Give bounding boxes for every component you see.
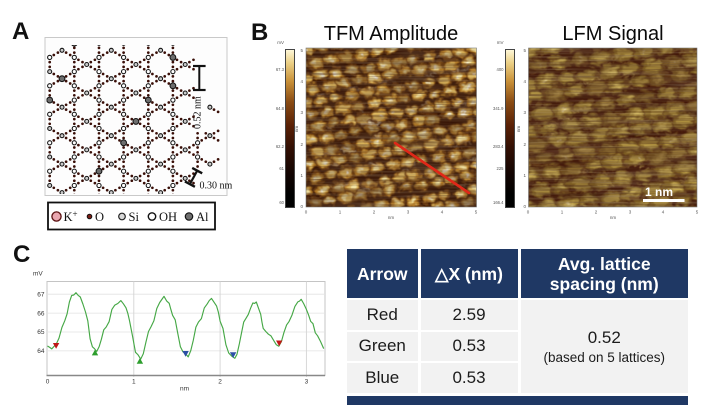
- svg-text:1: 1: [339, 210, 342, 215]
- svg-text:0: 0: [46, 379, 50, 386]
- svg-text:400: 400: [497, 67, 505, 72]
- svg-text:LFM Signal: LFM Signal: [562, 23, 663, 45]
- svg-text:5: 5: [696, 210, 699, 215]
- svg-text:4: 4: [662, 210, 665, 215]
- svg-text:mV: mV: [33, 271, 43, 278]
- svg-text:2: 2: [523, 142, 526, 147]
- svg-text:61: 61: [279, 166, 284, 171]
- svg-text:A: A: [12, 18, 29, 45]
- svg-text:2: 2: [595, 210, 598, 215]
- svg-text:Si: Si: [129, 210, 140, 224]
- svg-text:nm: nm: [180, 386, 189, 393]
- svg-text:0: 0: [300, 204, 303, 209]
- svg-text:2: 2: [218, 379, 222, 386]
- svg-text:0.30 nm: 0.30 nm: [200, 181, 233, 192]
- svg-text:64: 64: [37, 348, 45, 355]
- svg-text:5: 5: [300, 48, 303, 53]
- svg-text:nm: nm: [610, 215, 617, 220]
- svg-text:0: 0: [305, 210, 308, 215]
- svg-text:nm: nm: [516, 126, 521, 133]
- svg-text:64.8: 64.8: [276, 106, 285, 111]
- svg-text:60: 60: [279, 200, 284, 205]
- svg-text:166.4: 166.4: [493, 200, 504, 205]
- svg-text:B: B: [251, 19, 268, 46]
- svg-text:65: 65: [37, 329, 45, 336]
- svg-text:225: 225: [497, 166, 505, 171]
- svg-text:66: 66: [37, 310, 45, 317]
- svg-text:TFM Amplitude: TFM Amplitude: [324, 23, 458, 45]
- svg-text:3: 3: [523, 110, 526, 115]
- svg-text:5: 5: [523, 48, 526, 53]
- svg-text:2: 2: [300, 142, 303, 147]
- svg-text:4: 4: [441, 210, 444, 215]
- svg-text:67.3: 67.3: [276, 67, 285, 72]
- svg-text:62.2: 62.2: [276, 144, 285, 149]
- svg-text:3: 3: [305, 379, 309, 386]
- svg-text:67: 67: [37, 291, 45, 298]
- svg-text:nm: nm: [294, 126, 299, 133]
- svg-text:4: 4: [523, 79, 526, 84]
- svg-text:3: 3: [629, 210, 632, 215]
- svg-text:mV: mV: [497, 40, 504, 45]
- svg-text:0: 0: [527, 210, 530, 215]
- svg-text:OH: OH: [159, 210, 177, 224]
- svg-text:1: 1: [561, 210, 564, 215]
- svg-text:1: 1: [132, 379, 136, 386]
- svg-text:mV: mV: [277, 40, 284, 45]
- svg-text:Al: Al: [196, 210, 209, 224]
- svg-text:3: 3: [300, 110, 303, 115]
- svg-text:283.4: 283.4: [493, 144, 504, 149]
- svg-text:2: 2: [373, 210, 376, 215]
- svg-text:5: 5: [475, 210, 478, 215]
- svg-text:O: O: [95, 210, 104, 224]
- svg-text:3: 3: [407, 210, 410, 215]
- svg-text:1 nm: 1 nm: [645, 185, 673, 199]
- svg-text:C: C: [13, 241, 30, 268]
- svg-text:0: 0: [523, 204, 526, 209]
- svg-text:4: 4: [300, 79, 303, 84]
- svg-text:1: 1: [523, 173, 526, 178]
- svg-text:1: 1: [300, 173, 303, 178]
- svg-text:0.52 nm: 0.52 nm: [193, 96, 204, 129]
- svg-text:341.9: 341.9: [493, 106, 504, 111]
- svg-text:nm: nm: [388, 215, 395, 220]
